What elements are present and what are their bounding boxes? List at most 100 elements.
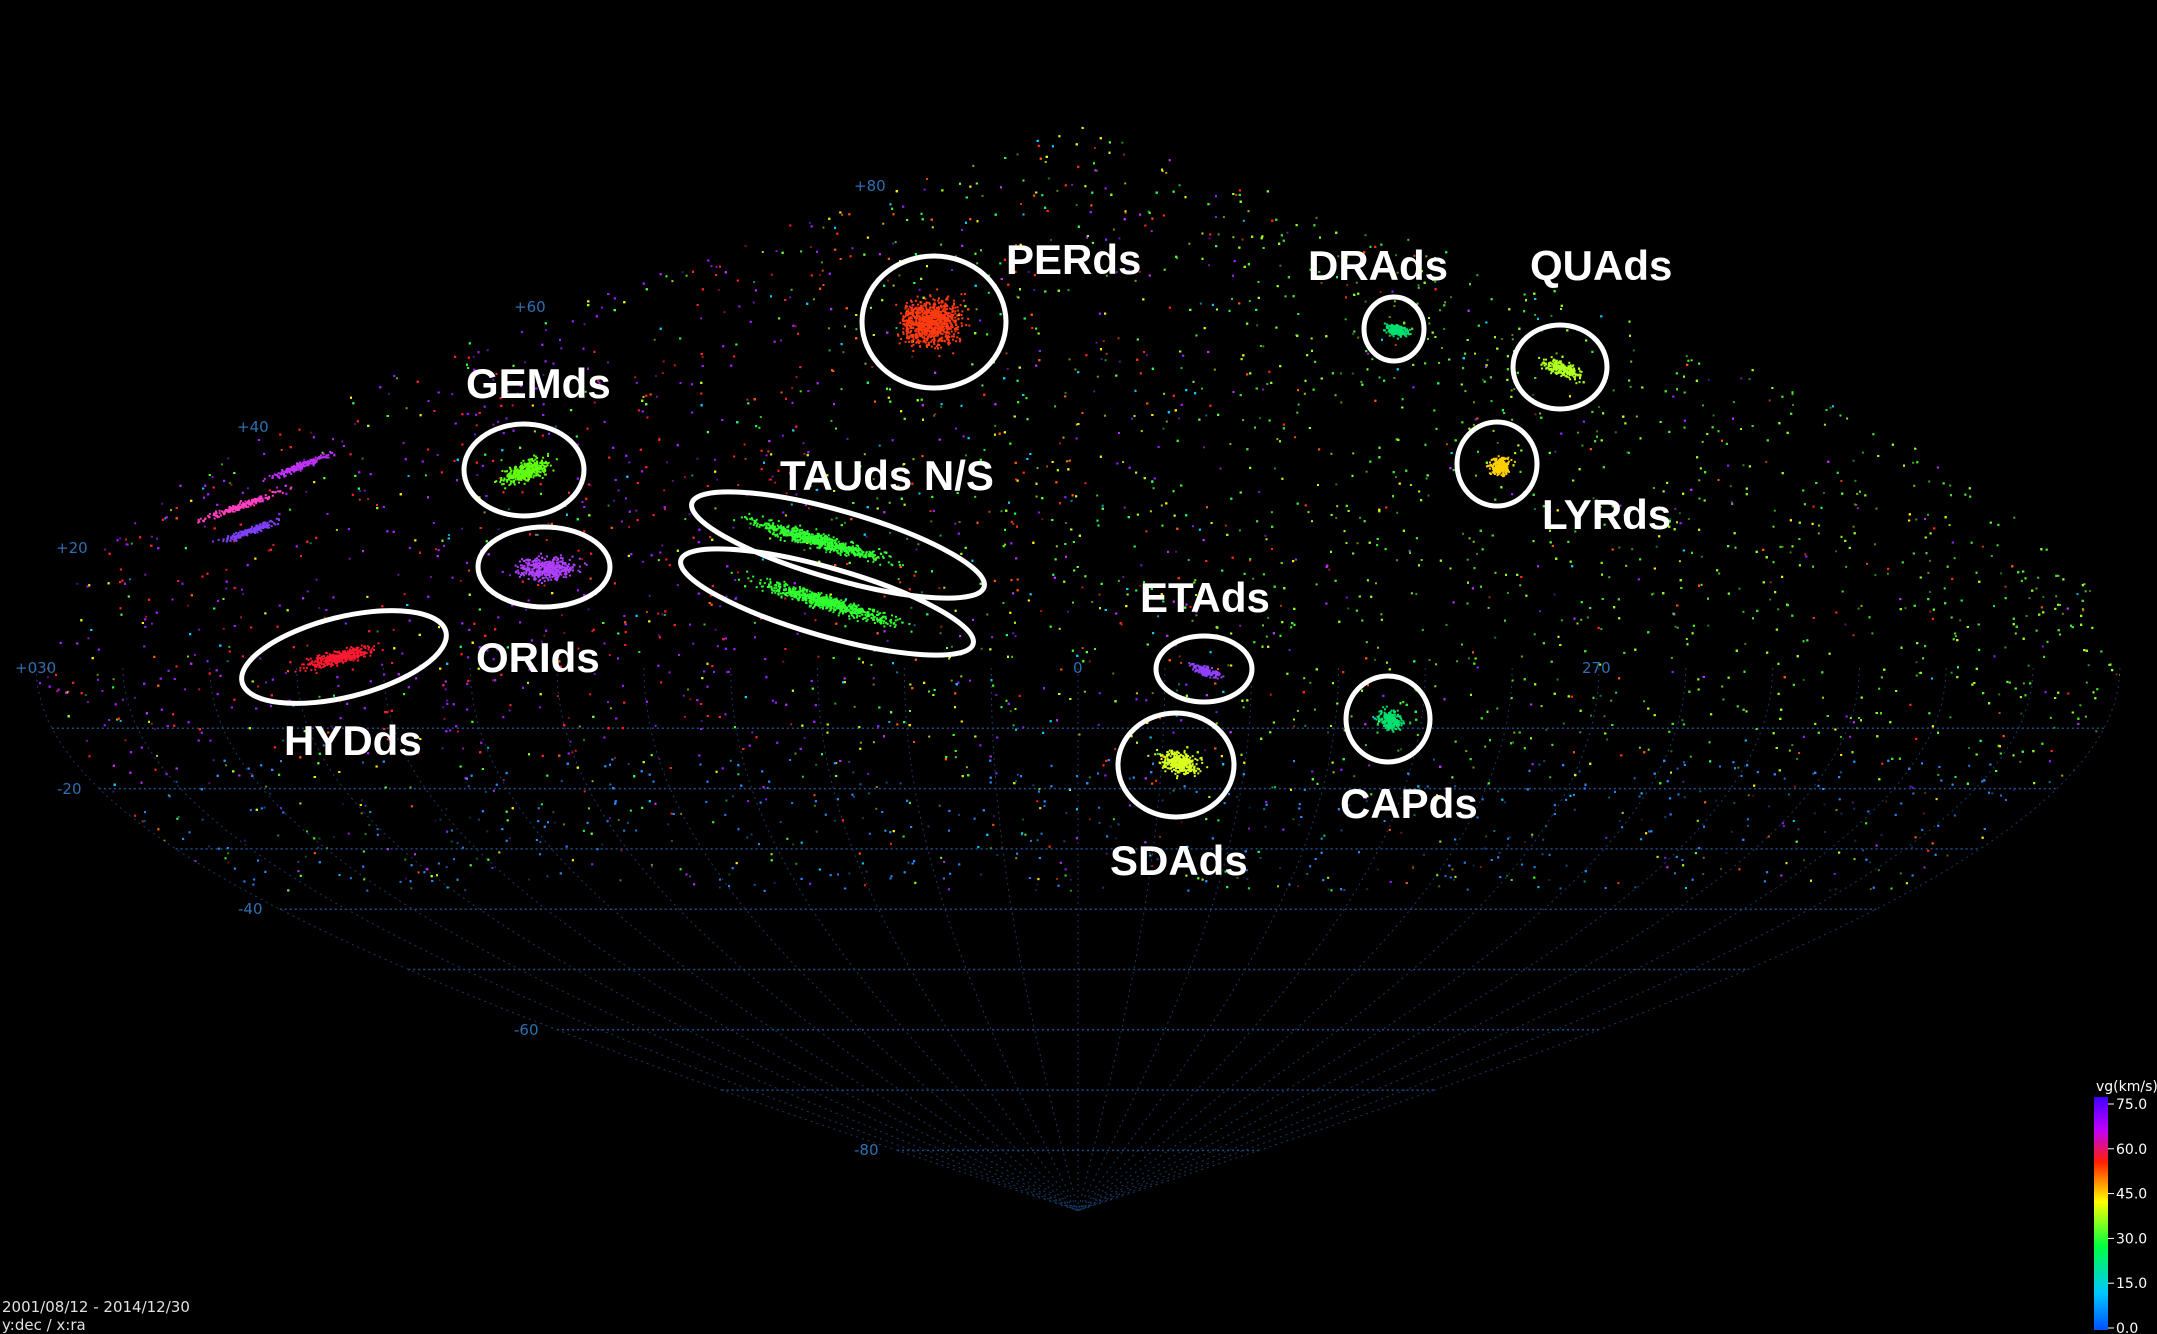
meteor-point [1924, 792, 1927, 794]
meteor-point [1194, 579, 1197, 582]
ra-grid-line [903, 667, 1079, 1211]
meteor-point [1615, 691, 1618, 694]
meteor-point [228, 645, 231, 648]
meteor-point [1845, 565, 1848, 568]
meteor-point [894, 241, 897, 244]
meteor-point [1209, 202, 1211, 205]
meteor-point [1324, 252, 1327, 255]
meteor-point [1380, 618, 1383, 621]
meteor-point [453, 858, 455, 861]
meteor-point [1180, 367, 1183, 370]
meteor-point [1041, 194, 1044, 197]
meteor-point [1401, 398, 1404, 401]
meteor-point [792, 843, 795, 846]
meteor-point [242, 593, 244, 595]
meteor-point [1273, 467, 1276, 470]
meteor-point [1789, 551, 1792, 554]
meteor-point [1721, 685, 1724, 688]
meteor-point [703, 623, 706, 626]
meteor-point [593, 401, 596, 404]
meteor-point [1687, 518, 1690, 520]
meteor-point [1176, 257, 1179, 260]
meteor-point [1348, 804, 1351, 807]
meteor-point [789, 296, 792, 299]
meteor-point [1185, 874, 1188, 877]
meteor-point [646, 416, 649, 419]
meteor-point [156, 754, 158, 757]
meteor-point [1740, 377, 1743, 380]
meteor-point [1744, 642, 1747, 645]
meteor-point [230, 483, 233, 486]
meteor-point [1600, 561, 1603, 564]
meteor-point [1578, 770, 1581, 773]
meteor-point [1730, 501, 1733, 504]
meteor-point [1911, 846, 1913, 849]
meteor-point [653, 338, 656, 341]
meteor-point [1785, 862, 1788, 865]
meteor-point [234, 586, 237, 589]
meteor-point [1118, 360, 1121, 363]
meteor-point [648, 800, 651, 803]
meteor-point [1093, 390, 1096, 393]
meteor-point [1606, 738, 1609, 741]
meteor-point [591, 780, 594, 783]
meteor-point [279, 807, 282, 809]
meteor-point [1334, 394, 1337, 397]
meteor-point [1475, 474, 1477, 477]
meteor-point [546, 875, 549, 878]
meteor-point [1412, 867, 1414, 870]
meteor-point [1559, 887, 1562, 890]
meteor-point [2013, 516, 2016, 519]
meteor-point [1145, 699, 1148, 702]
meteor-point [1114, 748, 1117, 750]
meteor-point [872, 683, 875, 686]
meteor-point [1513, 388, 1516, 391]
meteor-point [323, 616, 326, 619]
meteor-point [1395, 476, 1398, 478]
meteor-point [729, 759, 732, 762]
meteor-point [988, 274, 990, 277]
meteor-point [609, 707, 612, 710]
meteor-point [1262, 624, 1264, 627]
meteor-point [938, 804, 941, 807]
meteor-point [1148, 852, 1151, 854]
meteor-point [565, 667, 568, 670]
meteor-point [661, 613, 664, 616]
meteor-point [1464, 390, 1467, 393]
meteor-point [791, 387, 794, 390]
meteor-point [1112, 228, 1115, 231]
meteor-point [1416, 734, 1419, 736]
meteor-point [1279, 604, 1282, 607]
meteor-point [1927, 571, 1930, 574]
meteor-point [2085, 681, 2088, 684]
meteor-point [1000, 510, 1003, 513]
meteor-point [1730, 830, 1733, 833]
meteor-point [1024, 833, 1027, 836]
meteor-point [2053, 726, 2056, 729]
meteor-point [897, 484, 900, 487]
meteor-point [1102, 886, 1105, 889]
meteor-point [655, 375, 657, 377]
meteor-point [144, 811, 146, 814]
meteor-point [175, 780, 178, 783]
meteor-point [326, 847, 329, 849]
meteor-point [1488, 596, 1491, 599]
meteor-point [1075, 837, 1078, 840]
meteor-point [1337, 255, 1340, 258]
meteor-point [282, 739, 285, 742]
meteor-point [1015, 780, 1018, 783]
meteor-point [1473, 401, 1475, 404]
meteor-point [995, 772, 998, 775]
meteor-point [818, 273, 821, 276]
meteor-point [508, 709, 511, 712]
meteor-point [1304, 724, 1307, 727]
meteor-point [1444, 301, 1447, 304]
meteor-point [1701, 440, 1704, 443]
meteor-point [583, 738, 585, 741]
meteor-point [843, 521, 846, 524]
meteor-point [417, 751, 420, 754]
meteor-point [948, 657, 951, 660]
meteor-point [130, 542, 133, 545]
meteor-point [859, 783, 862, 786]
meteor-point [1998, 693, 2001, 696]
